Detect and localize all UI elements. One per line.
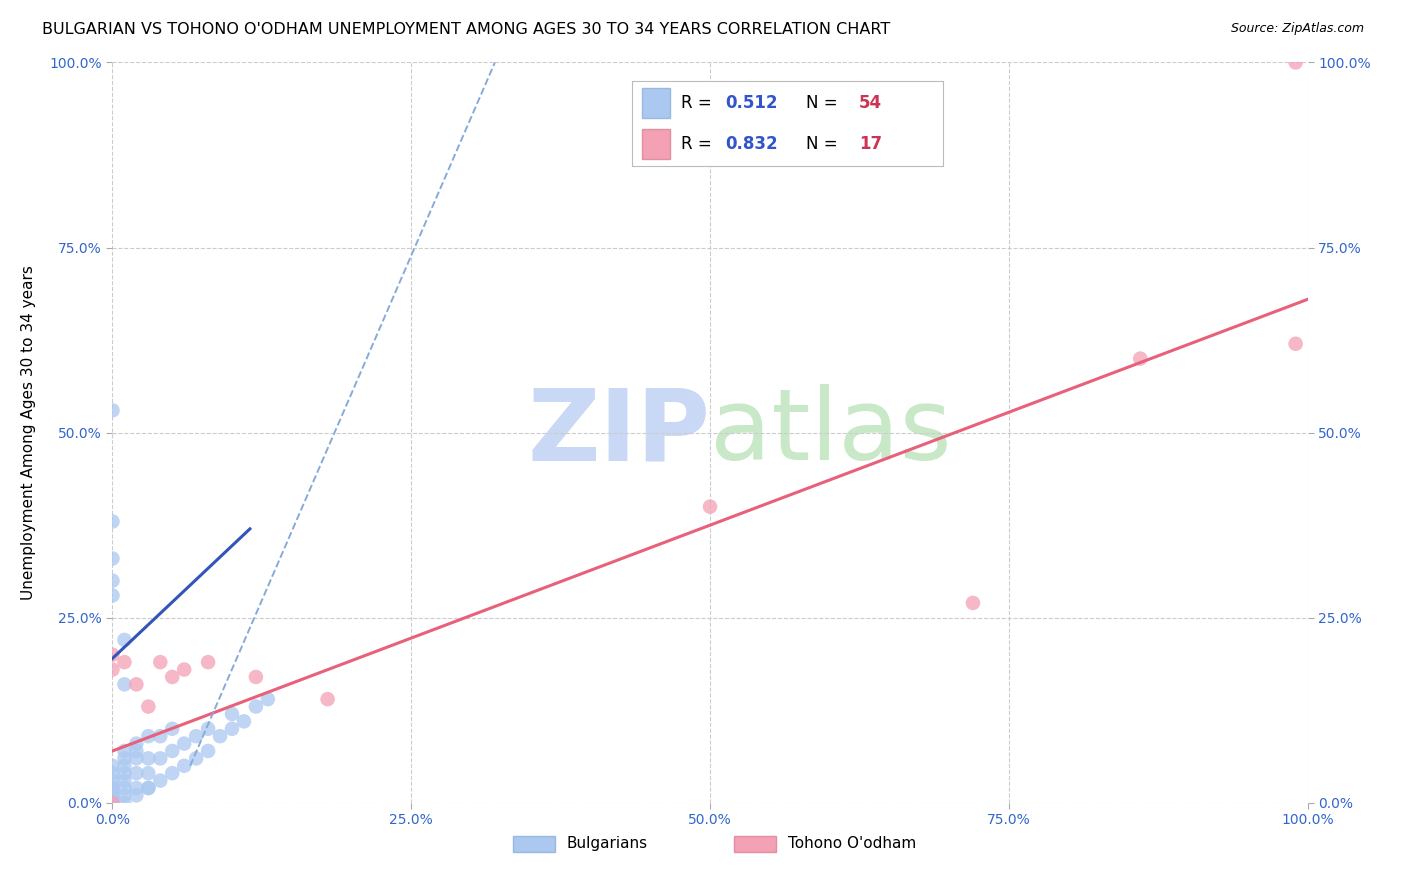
Point — [101, 789, 124, 803]
Point — [173, 758, 195, 772]
Point — [221, 706, 243, 721]
Point — [162, 744, 183, 758]
Point — [149, 655, 172, 669]
Point — [101, 589, 124, 603]
Point — [138, 729, 160, 743]
Point — [186, 729, 208, 743]
Point — [101, 773, 124, 788]
Point — [1285, 55, 1308, 70]
Y-axis label: Unemployment Among Ages 30 to 34 years: Unemployment Among Ages 30 to 34 years — [21, 265, 35, 600]
Point — [101, 551, 124, 566]
Point — [114, 796, 135, 810]
Point — [245, 699, 267, 714]
Text: Bulgarians: Bulgarians — [567, 836, 648, 851]
Point — [101, 663, 124, 677]
Point — [114, 655, 135, 669]
Point — [197, 655, 219, 669]
Point — [138, 780, 160, 795]
Point — [125, 744, 148, 758]
Point — [138, 751, 160, 765]
Point — [114, 751, 135, 765]
Point — [101, 766, 124, 780]
Point — [101, 780, 124, 795]
Point — [1129, 351, 1152, 366]
Point — [962, 596, 984, 610]
Text: BULGARIAN VS TOHONO O'ODHAM UNEMPLOYMENT AMONG AGES 30 TO 34 YEARS CORRELATION C: BULGARIAN VS TOHONO O'ODHAM UNEMPLOYMENT… — [42, 22, 890, 37]
FancyBboxPatch shape — [734, 836, 776, 853]
Point — [125, 677, 148, 691]
Text: Tohono O'odham: Tohono O'odham — [787, 836, 915, 851]
Point — [101, 403, 124, 417]
Point — [197, 722, 219, 736]
Text: atlas: atlas — [710, 384, 952, 481]
Point — [316, 692, 339, 706]
FancyBboxPatch shape — [513, 836, 554, 853]
Point — [125, 780, 148, 795]
Point — [138, 699, 160, 714]
Point — [173, 737, 195, 751]
Point — [699, 500, 721, 514]
Point — [162, 670, 183, 684]
Point — [209, 729, 232, 743]
Point — [114, 758, 135, 772]
Point — [101, 574, 124, 588]
Point — [233, 714, 256, 729]
Point — [114, 744, 135, 758]
Point — [101, 796, 124, 810]
Text: Source: ZipAtlas.com: Source: ZipAtlas.com — [1230, 22, 1364, 36]
Point — [149, 729, 172, 743]
Point — [221, 722, 243, 736]
Point — [162, 722, 183, 736]
Point — [101, 789, 124, 803]
Point — [125, 789, 148, 803]
Point — [114, 780, 135, 795]
Point — [114, 766, 135, 780]
Point — [101, 796, 124, 810]
Point — [114, 773, 135, 788]
Point — [125, 737, 148, 751]
Point — [197, 744, 219, 758]
Point — [186, 751, 208, 765]
Point — [125, 766, 148, 780]
Point — [114, 677, 135, 691]
Point — [149, 751, 172, 765]
Point — [138, 766, 160, 780]
Point — [101, 780, 124, 795]
Point — [101, 515, 124, 529]
Point — [101, 796, 124, 810]
Point — [173, 663, 195, 677]
Point — [114, 789, 135, 803]
Point — [114, 632, 135, 647]
Point — [101, 648, 124, 662]
Point — [245, 670, 267, 684]
Point — [257, 692, 280, 706]
Point — [101, 796, 124, 810]
Point — [162, 766, 183, 780]
Point — [101, 758, 124, 772]
Text: ZIP: ZIP — [527, 384, 710, 481]
Point — [1285, 336, 1308, 351]
Point — [125, 751, 148, 765]
Point — [149, 773, 172, 788]
Point — [138, 780, 160, 795]
